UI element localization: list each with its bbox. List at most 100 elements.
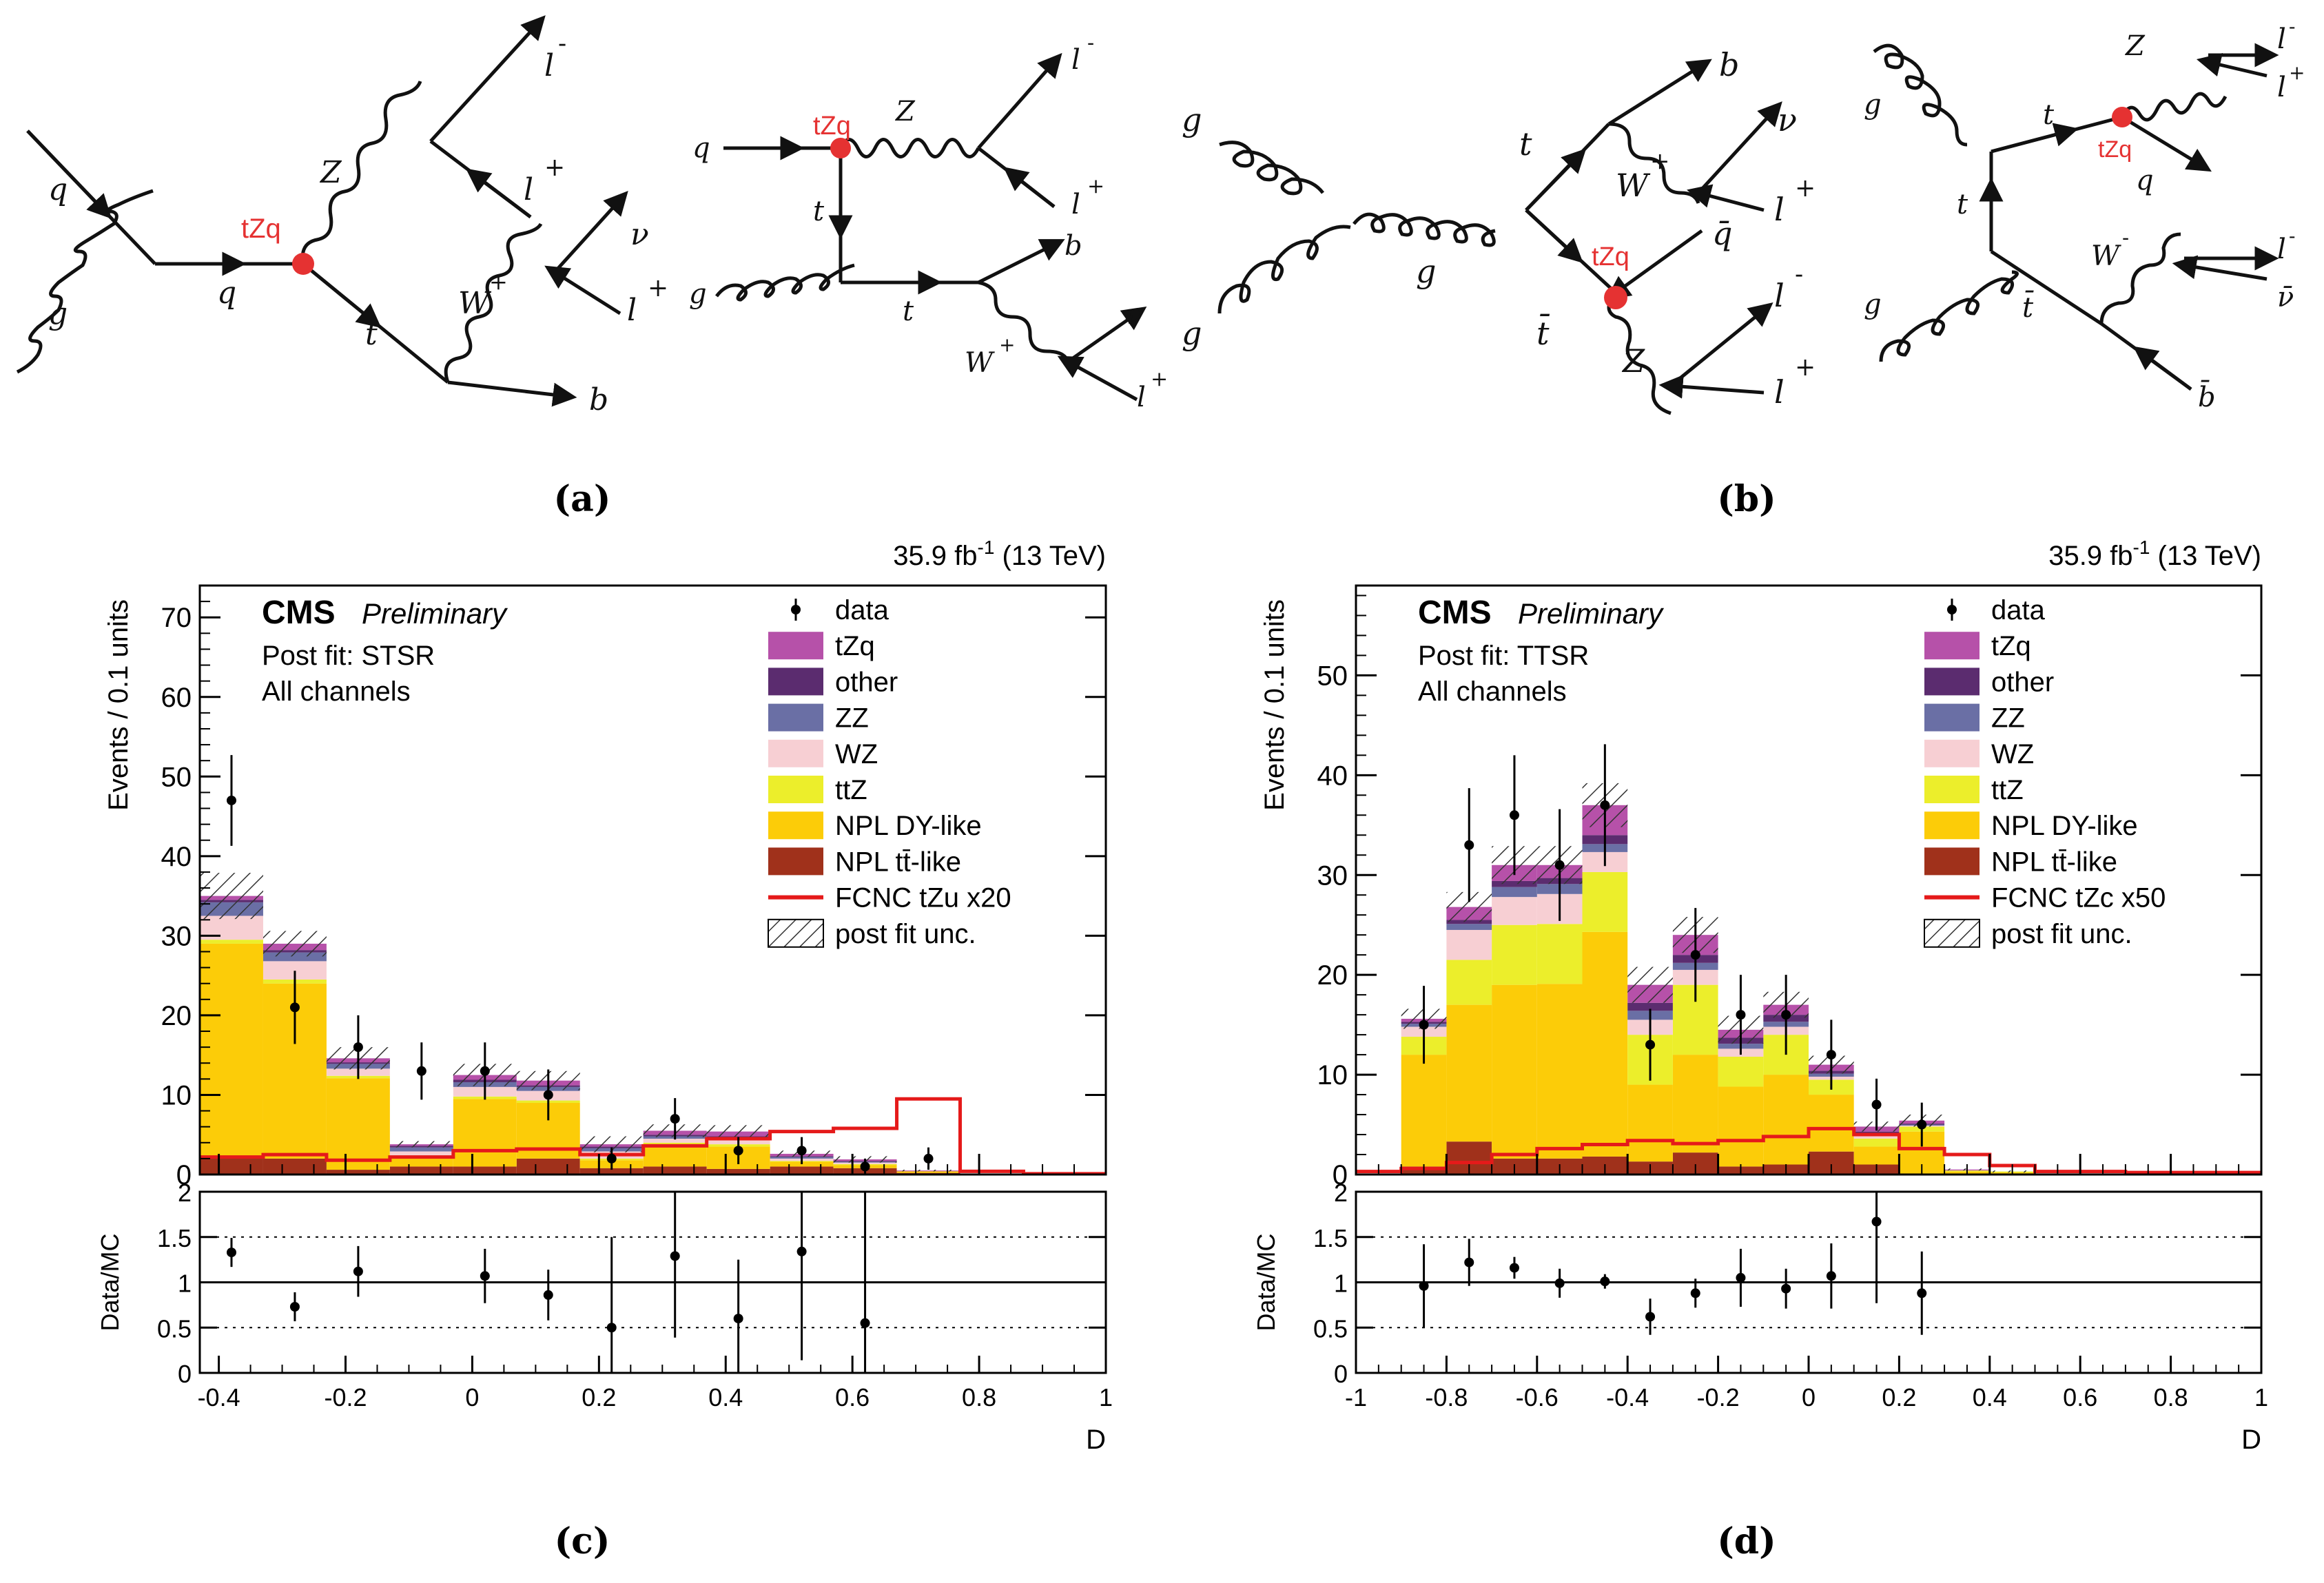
data-point	[606, 1153, 617, 1163]
legend-entry-ttz: ttZ	[1924, 775, 2024, 805]
y-axis: 0 10 20 30 40 50	[1317, 594, 2261, 1190]
particle-label: l	[1774, 373, 1785, 411]
vertex-label: tZq	[1592, 242, 1629, 271]
cms-label: CMS	[262, 594, 336, 631]
particle-label: t	[365, 317, 378, 352]
diagram-b1-labels: tZq g g g t t̄ b ν W + l + q̄ l - Z l +	[1182, 46, 1816, 411]
legend-label: NPL tt̄-like	[1991, 847, 2117, 877]
bar-npldylike	[896, 1171, 960, 1173]
charge-label: +	[999, 333, 1015, 356]
charge-label: -	[2289, 225, 2295, 247]
ratio-y-tick-label: 0	[178, 1360, 192, 1388]
particle-label: q	[692, 132, 710, 164]
feynman-diagram-a2	[715, 52, 1147, 402]
data-point	[796, 1146, 807, 1156]
legend: data tZq other ZZ WZ ttZ NPL DY-like NPL tt̄-li…	[1924, 595, 2166, 949]
particle-label: l	[524, 172, 533, 207]
diagram-b2-labels: tZq g g t t t̄ Z l - l + q W - l - ν̄ b̄	[1864, 15, 2305, 413]
gluon-line	[1219, 141, 1324, 196]
particle-label: t	[813, 196, 825, 227]
bar-npldylike	[1672, 1055, 1718, 1153]
gluon-line	[1353, 212, 1496, 247]
particle-label: l	[627, 293, 637, 328]
legend-hatch	[768, 918, 824, 948]
unc-bin	[579, 1136, 644, 1152]
x-tick-label: 0.2	[582, 1383, 616, 1411]
data-point	[923, 1153, 934, 1163]
legend-label: other	[835, 667, 898, 697]
b-line	[1607, 59, 1712, 126]
feynman-diagram-b1	[1217, 59, 1782, 415]
particle-label: ν	[1778, 101, 1797, 138]
ratio-y-tick-label: 0	[1334, 1360, 1348, 1388]
b-line	[977, 239, 1065, 284]
topbar-line	[1525, 209, 1583, 263]
bar-ttz	[1446, 960, 1492, 1005]
lepton-line	[429, 15, 546, 143]
particle-label: q	[48, 172, 68, 207]
bar-npldylike	[1536, 984, 1583, 1159]
lepton-line	[2196, 52, 2268, 78]
ratio-panel: 0 0.5 1 1.5 2 Data/MC	[96, 1179, 1107, 1388]
bar-wz	[389, 1151, 453, 1157]
unc-bin	[389, 1141, 453, 1148]
neutrino-line	[1697, 101, 1782, 194]
data-point	[1917, 1119, 1927, 1130]
uncertainty-band	[1401, 783, 2035, 1173]
ratio-point	[1736, 1272, 1746, 1283]
particle-label: l	[1774, 277, 1785, 314]
x-tick-label: -0.4	[198, 1383, 240, 1411]
bar-nplttlike	[643, 1166, 707, 1175]
feynman-diagram-a1	[16, 15, 628, 407]
x-tick-label: 1	[1099, 1383, 1113, 1411]
legend-swatch	[1924, 811, 1979, 840]
preliminary-label: Preliminary	[1518, 597, 1665, 630]
gluon-line	[16, 189, 154, 374]
charge-label: -	[2122, 226, 2129, 250]
charge-label: -	[1795, 260, 1803, 289]
signal-line	[200, 1097, 1106, 1176]
data-point	[1509, 810, 1519, 820]
top-line	[1991, 123, 2079, 154]
ratio-point	[1600, 1276, 1610, 1287]
x-tick-label: -0.2	[1697, 1383, 1740, 1411]
ratio-point	[1781, 1283, 1791, 1294]
gluon-line	[715, 263, 855, 302]
ratio-y-tick-label: 1	[1334, 1270, 1348, 1298]
legend-entry-unc: post fit unc.	[1924, 918, 2132, 949]
bar-nplttlike	[453, 1166, 517, 1175]
lepton-line	[1687, 184, 1765, 212]
particle-label: b	[1719, 46, 1739, 83]
data-point	[1554, 860, 1565, 870]
data-point	[1464, 840, 1474, 850]
particle-label: q	[2136, 165, 2154, 196]
particle-label: b̄	[2198, 380, 2216, 413]
y-tick-label: 0	[1333, 1160, 1348, 1190]
gluon-line	[1879, 270, 2019, 362]
data-point	[416, 1066, 426, 1076]
unc-bin	[263, 931, 327, 957]
ratio-y-tick-label: 1.5	[157, 1224, 192, 1252]
particle-label: g	[1416, 253, 1436, 290]
caption-a: (a)	[554, 478, 611, 520]
bar-npldylike	[389, 1158, 453, 1167]
gluon-line	[1217, 225, 1351, 314]
quark-line	[26, 130, 112, 219]
lepton-line	[1658, 374, 1765, 399]
y-tick-label: 30	[161, 921, 192, 951]
quark-line	[2121, 115, 2212, 172]
legend-label: tZq	[1991, 631, 2031, 661]
bar-ttz	[1853, 1138, 1900, 1147]
data-point	[733, 1146, 743, 1156]
w-boson-line	[1608, 122, 1700, 204]
ratio-point	[226, 1248, 236, 1258]
particle-label: g	[1182, 315, 1202, 352]
legend-label: WZ	[1991, 739, 2034, 769]
particle-label: b	[1065, 230, 1082, 262]
bar-other	[1853, 1131, 1900, 1134]
unc-bin	[706, 1125, 770, 1138]
chart-header: 35.9 fb-1 (13 TeV) CMS Preliminary Post fit…	[262, 537, 1106, 707]
legend-entry-data: data	[1947, 595, 2046, 625]
legend-swatch	[768, 703, 823, 732]
